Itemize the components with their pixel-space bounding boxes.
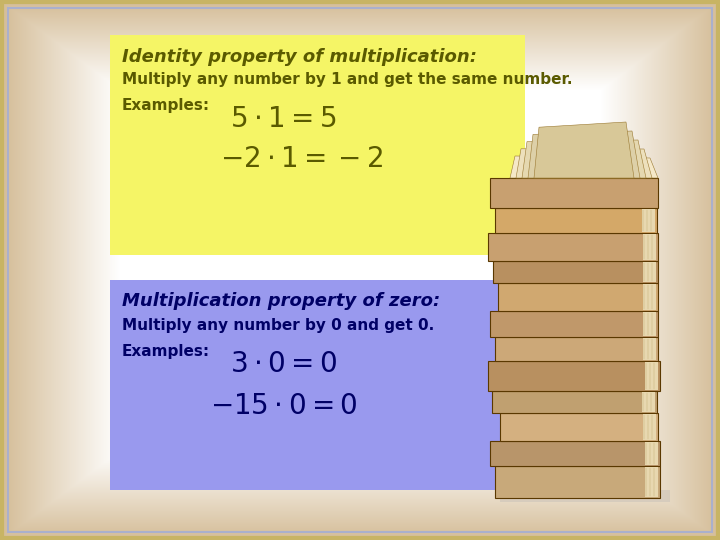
FancyBboxPatch shape [492, 391, 657, 413]
Polygon shape [528, 131, 640, 178]
Text: $3 \cdot 0 = 0$: $3 \cdot 0 = 0$ [230, 350, 337, 378]
Text: Examples:: Examples: [122, 344, 210, 359]
FancyBboxPatch shape [643, 234, 656, 260]
FancyBboxPatch shape [490, 311, 658, 337]
FancyBboxPatch shape [643, 262, 656, 282]
FancyBboxPatch shape [645, 467, 658, 497]
FancyBboxPatch shape [500, 413, 658, 441]
FancyBboxPatch shape [643, 338, 656, 360]
FancyBboxPatch shape [643, 414, 656, 440]
FancyBboxPatch shape [488, 361, 660, 391]
FancyBboxPatch shape [645, 362, 658, 390]
Text: $5 \cdot 1 = 5$: $5 \cdot 1 = 5$ [230, 105, 336, 133]
FancyBboxPatch shape [488, 233, 658, 261]
FancyBboxPatch shape [495, 208, 657, 233]
FancyBboxPatch shape [110, 35, 525, 255]
FancyBboxPatch shape [645, 442, 658, 465]
Polygon shape [534, 122, 634, 178]
FancyBboxPatch shape [490, 441, 660, 466]
FancyBboxPatch shape [643, 312, 656, 336]
FancyBboxPatch shape [493, 261, 658, 283]
FancyBboxPatch shape [498, 283, 658, 311]
Text: Multiply any number by 0 and get 0.: Multiply any number by 0 and get 0. [122, 318, 434, 333]
FancyBboxPatch shape [495, 337, 658, 361]
FancyBboxPatch shape [642, 209, 655, 232]
FancyBboxPatch shape [490, 178, 658, 208]
Text: Multiplication property of zero:: Multiplication property of zero: [122, 292, 440, 310]
Text: Identity property of multiplication:: Identity property of multiplication: [122, 48, 477, 66]
Text: $-2 \cdot 1 = -2$: $-2 \cdot 1 = -2$ [220, 145, 383, 173]
Polygon shape [516, 149, 652, 178]
FancyBboxPatch shape [495, 466, 660, 498]
FancyBboxPatch shape [110, 280, 525, 490]
FancyBboxPatch shape [642, 392, 655, 412]
Text: $-15 \cdot 0 = 0$: $-15 \cdot 0 = 0$ [210, 392, 358, 420]
Polygon shape [510, 156, 658, 178]
FancyBboxPatch shape [500, 490, 670, 502]
Text: Multiply any number by 1 and get the same number.: Multiply any number by 1 and get the sam… [122, 72, 572, 87]
Polygon shape [522, 140, 646, 178]
Text: Examples:: Examples: [122, 98, 210, 113]
FancyBboxPatch shape [643, 284, 656, 310]
